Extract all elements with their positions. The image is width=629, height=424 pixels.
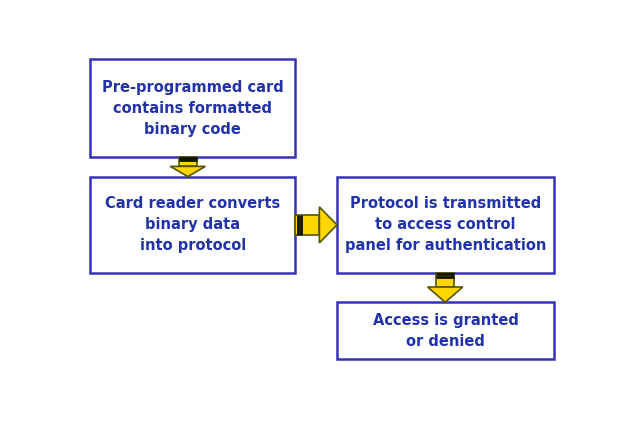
Polygon shape [170, 166, 205, 176]
Polygon shape [428, 287, 463, 302]
Bar [179, 157, 197, 166]
Bar [437, 273, 454, 287]
Text: Pre-programmed card
contains formatted
binary code: Pre-programmed card contains formatted b… [102, 80, 284, 137]
FancyBboxPatch shape [91, 59, 295, 157]
Text: Card reader converts
binary data
into protocol: Card reader converts binary data into pr… [105, 196, 281, 253]
FancyBboxPatch shape [91, 176, 295, 273]
FancyBboxPatch shape [337, 302, 554, 360]
FancyBboxPatch shape [337, 176, 554, 273]
Bar [295, 215, 320, 235]
Text: Access is granted
or denied: Access is granted or denied [372, 313, 518, 349]
Polygon shape [320, 207, 337, 243]
Text: Protocol is transmitted
to access control
panel for authentication: Protocol is transmitted to access contro… [345, 196, 546, 253]
